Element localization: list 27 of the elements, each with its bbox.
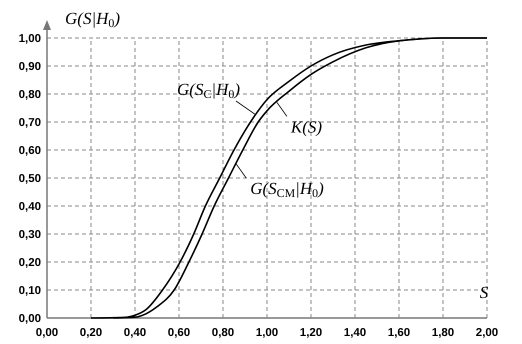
y-tick-label: 0,90	[18, 61, 41, 73]
y-tick-label: 0,20	[18, 257, 41, 269]
y-tick-label: 0,10	[18, 285, 41, 297]
annotation: G(S$_{CM}$|H$_{0}$)	[250, 179, 324, 200]
x-tick-label: 1,20	[300, 327, 322, 339]
y-tick-label: 0,60	[18, 145, 41, 157]
y-tick-label: 0,70	[18, 117, 41, 129]
x-tick-label: 0,60	[168, 327, 190, 339]
y-tick-label: 0,40	[18, 201, 41, 213]
annotation: G(S$_{C}$|H$_{0}$)	[177, 80, 240, 101]
x-tick-label: 1,60	[388, 327, 410, 339]
x-tick-label: 1,80	[432, 327, 454, 339]
x-tick-label: 1,40	[344, 327, 366, 339]
y-tick-label: 1,00	[18, 33, 41, 45]
y-tick-label: 0,00	[18, 313, 41, 325]
x-tick-label: 2,00	[476, 327, 498, 339]
x-tick-label: 0,40	[124, 327, 146, 339]
y-tick-label: 0,30	[18, 229, 41, 241]
y-axis-title: G(S|H$_{0}$)	[65, 9, 120, 30]
x-tick-label: 0,00	[36, 327, 58, 339]
annotation: K(S)	[290, 117, 322, 136]
x-tick-label: 1,00	[256, 327, 278, 339]
y-tick-label: 0,50	[18, 173, 41, 185]
y-tick-label: 0,80	[18, 89, 41, 101]
x-tick-label: 0,80	[212, 327, 234, 339]
x-tick-label: 0,20	[80, 327, 102, 339]
x-axis-title: S	[480, 283, 489, 302]
